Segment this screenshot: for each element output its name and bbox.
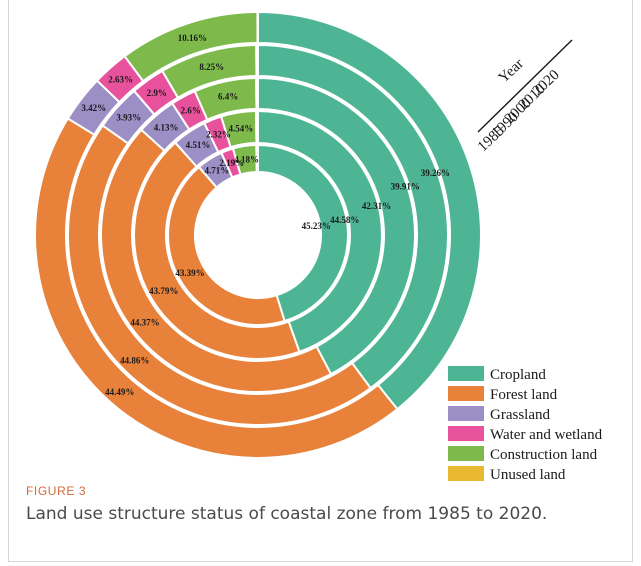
slice-label-2010-construction-land: 8.25% bbox=[199, 62, 224, 72]
figure-label: FIGURE 3 bbox=[26, 484, 87, 498]
slice-label-1985-forest-land: 43.39% bbox=[175, 268, 204, 278]
chart-slice-labels: 45.23% 43.39% 4.71%2.19%4.18% 44.58% 43.79% 4… bbox=[81, 33, 450, 397]
slice-label-1985-water-and-wetland: 2.19% bbox=[219, 158, 244, 168]
legend-label-grassland: Grassland bbox=[490, 407, 550, 423]
legend-label-unused-land: Unused land bbox=[490, 467, 566, 483]
legend-label-construction-land: Construction land bbox=[490, 447, 598, 463]
slice-1985-forest-land bbox=[167, 165, 286, 326]
slice-label-2000-grassland: 4.13% bbox=[154, 122, 179, 132]
slice-label-2000-construction-land: 6.4% bbox=[218, 92, 238, 102]
slice-label-1990-forest-land: 43.79% bbox=[149, 286, 178, 296]
slice-label-2010-cropland: 39.91% bbox=[391, 182, 420, 192]
slice-label-1985-grassland: 4.71% bbox=[205, 166, 230, 176]
slice-1985-cropland bbox=[257, 143, 349, 323]
chart-rings bbox=[33, 10, 482, 459]
slice-label-2000-water-and-wetland: 2.6% bbox=[181, 106, 201, 116]
slice-label-1985-cropland: 45.23% bbox=[302, 221, 331, 231]
slice-label-2020-grassland: 3.42% bbox=[81, 103, 106, 113]
slice-1985-unused-land bbox=[255, 143, 259, 174]
slice-label-2020-forest-land: 44.49% bbox=[105, 387, 134, 397]
legend: Cropland Forest land Grassland Water and we… bbox=[448, 366, 603, 483]
legend-swatch-construction-land bbox=[448, 446, 484, 461]
slice-label-2010-grassland: 3.93% bbox=[116, 113, 141, 123]
slice-label-2020-construction-land: 10.16% bbox=[178, 33, 207, 43]
slice-label-1985-construction-land: 4.18% bbox=[234, 154, 259, 164]
legend-label-forest-land: Forest land bbox=[490, 387, 558, 403]
slice-2020-unused-land bbox=[256, 10, 259, 45]
slice-label-1990-construction-land: 4.54% bbox=[229, 123, 254, 133]
slice-label-2010-forest-land: 44.86% bbox=[120, 356, 149, 366]
slice-label-2020-water-and-wetland: 2.63% bbox=[108, 75, 133, 85]
legend-swatch-unused-land bbox=[448, 466, 484, 481]
slice-2010-unused-land bbox=[255, 43, 259, 78]
legend-label-cropland: Cropland bbox=[490, 367, 546, 383]
slice-1990-forest-land bbox=[133, 141, 301, 360]
slice-label-1990-cropland: 44.58% bbox=[330, 215, 359, 225]
year-axis-line bbox=[477, 39, 573, 133]
figure-caption: Land use structure status of coastal zon… bbox=[26, 504, 548, 524]
legend-swatch-water-and-wetland bbox=[448, 426, 484, 441]
slice-2000-unused-land bbox=[255, 76, 259, 111]
slice-label-1990-grassland: 4.51% bbox=[186, 140, 211, 150]
legend-swatch-grassland bbox=[448, 406, 484, 421]
slice-label-1990-water-and-wetland: 2.32% bbox=[206, 130, 231, 140]
legend-swatch-cropland bbox=[448, 366, 484, 381]
slice-label-2020-cropland: 39.26% bbox=[421, 168, 450, 178]
year-axis-title: Year bbox=[496, 56, 527, 87]
slice-1990-cropland bbox=[257, 109, 383, 354]
slice-label-2010-water-and-wetland: 2.9% bbox=[147, 88, 167, 98]
slice-label-2000-forest-land: 44.37% bbox=[130, 318, 159, 328]
legend-label-water-and-wetland: Water and wetland bbox=[490, 427, 603, 443]
legend-swatch-forest-land bbox=[448, 386, 484, 401]
slice-label-2000-cropland: 42.31% bbox=[362, 201, 391, 211]
slice-1990-unused-land bbox=[254, 109, 259, 145]
